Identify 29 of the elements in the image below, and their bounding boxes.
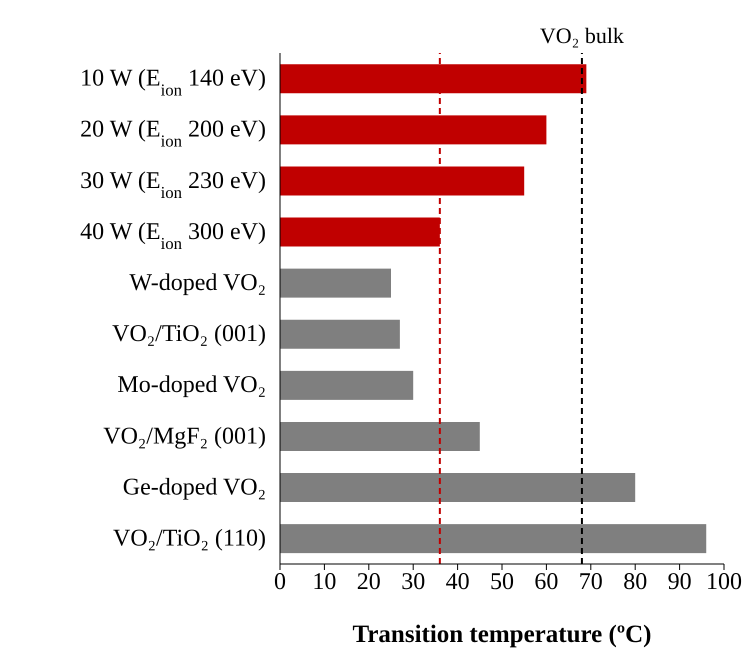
y-tick-label: VO₂/MgF₂ (001) xyxy=(103,423,266,450)
bar xyxy=(280,268,391,298)
x-tick-label: 30 xyxy=(401,569,426,596)
x-tick-label: 40 xyxy=(446,569,470,596)
x-axis-title: Transition temperature (ºC) xyxy=(352,621,652,648)
x-tick-label: 10 xyxy=(312,569,336,596)
x-tick-label: 80 xyxy=(623,569,648,596)
bar xyxy=(280,370,414,400)
y-tick-label: W-doped VO₂ xyxy=(129,270,266,296)
x-tick-label: 100 xyxy=(706,569,742,596)
y-tick-label: VO₂/TiO₂ (110) xyxy=(113,525,266,552)
y-tick-label: Ge-doped VO₂ xyxy=(122,474,266,500)
y-tick-label: 40 W (E$_{ion}$ 300 eV) xyxy=(80,218,266,252)
x-tick-label: 60 xyxy=(534,569,558,596)
ref-line-label: VO₂ bulk xyxy=(540,23,624,48)
bar xyxy=(280,422,480,451)
bar xyxy=(280,473,636,502)
bar xyxy=(280,320,400,349)
y-tick-label: 10 W (E$_{ion}$ 140 eV) xyxy=(80,66,266,100)
x-tick-label: 90 xyxy=(668,569,692,596)
y-tick-label: 30 W (E$_{ion}$ 230 eV) xyxy=(80,168,266,202)
y-tick-label: Mo-doped VO₂ xyxy=(117,372,266,398)
x-tick-label: 20 xyxy=(356,569,381,596)
x-tick-label: 0 xyxy=(274,569,286,596)
y-tick-label: 20 W (E$_{ion}$ 200 eV) xyxy=(80,116,266,150)
bar xyxy=(280,524,706,554)
x-tick-label: 50 xyxy=(490,569,514,596)
y-tick-label: VO₂/TiO₂ (001) xyxy=(112,321,266,348)
x-tick-label: 70 xyxy=(578,569,603,596)
